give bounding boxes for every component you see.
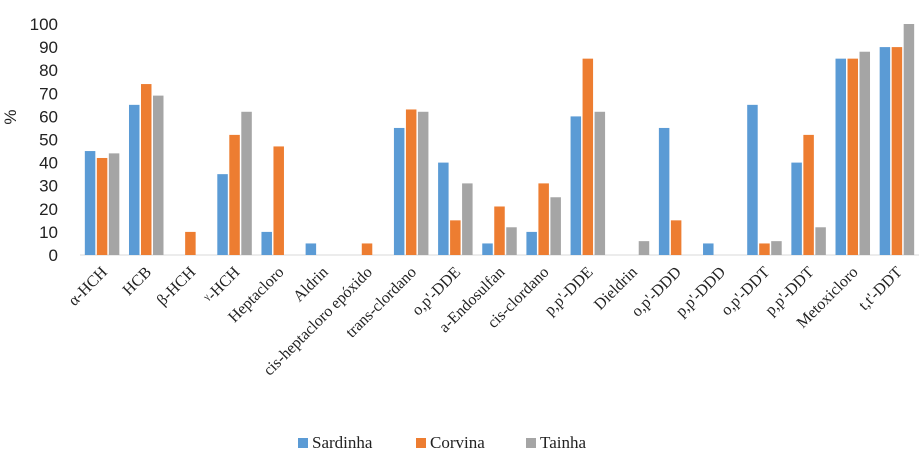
x-tick-label: p,p'-DDE xyxy=(541,264,596,319)
bar-sardinha-11 xyxy=(570,116,582,256)
bar-tainha-3 xyxy=(241,111,252,255)
legend: Sardinha Corvina Tainha xyxy=(298,433,586,452)
bar-sardinha-10 xyxy=(526,231,537,255)
bar-corvina-4 xyxy=(273,146,284,255)
bars-group xyxy=(84,24,915,256)
bar-corvina-9 xyxy=(494,206,505,255)
y-tick-label: 40 xyxy=(39,154,58,173)
legend-swatch-tainha xyxy=(526,438,536,448)
bar-sardinha-0 xyxy=(84,151,96,255)
bar-tainha-10 xyxy=(550,197,561,255)
legend-label-corvina: Corvina xyxy=(430,433,485,452)
x-tick-label: α-HCH xyxy=(65,263,111,309)
bar-corvina-13 xyxy=(670,220,682,255)
bar-corvina-2 xyxy=(185,231,196,255)
bar-tainha-16 xyxy=(815,227,826,255)
bar-sardinha-7 xyxy=(393,127,405,255)
bar-sardinha-8 xyxy=(438,162,449,255)
bar-corvina-17 xyxy=(847,58,859,256)
y-axis: 0 10 20 30 40 50 60 70 80 90 100 xyxy=(30,15,58,265)
y-tick-label: 90 xyxy=(39,38,58,57)
y-tick-label: 10 xyxy=(39,223,58,242)
x-tick-label: t,t'-DDT xyxy=(856,264,906,314)
legend-swatch-sardinha xyxy=(298,438,308,448)
y-tick-label: 80 xyxy=(39,61,58,80)
bar-sardinha-18 xyxy=(879,47,891,255)
y-axis-label: % xyxy=(1,109,20,124)
bar-tainha-12 xyxy=(638,241,650,255)
legend-label-tainha: Tainha xyxy=(540,433,586,452)
y-tick-label: 20 xyxy=(39,200,58,219)
bar-sardinha-5 xyxy=(305,243,317,255)
bar-sardinha-13 xyxy=(658,127,670,255)
bar-sardinha-1 xyxy=(128,104,140,255)
x-tick-label: ᵞ-HCH xyxy=(201,263,244,306)
y-tick-label: 30 xyxy=(39,177,58,196)
bar-sardinha-14 xyxy=(703,243,714,255)
x-tick-label: Aldrin xyxy=(290,264,332,306)
bar-sardinha-4 xyxy=(261,231,272,255)
bar-tainha-1 xyxy=(152,95,164,255)
bar-tainha-0 xyxy=(108,153,120,255)
bar-sardinha-16 xyxy=(791,162,802,255)
bar-sardinha-15 xyxy=(747,104,758,255)
bar-corvina-16 xyxy=(803,134,814,255)
bar-tainha-11 xyxy=(594,111,606,255)
bar-corvina-8 xyxy=(450,220,461,255)
bar-tainha-9 xyxy=(506,227,517,255)
bar-corvina-11 xyxy=(582,58,594,256)
x-tick-label: β-HCH xyxy=(154,263,200,309)
bar-sardinha-3 xyxy=(217,174,228,255)
bar-corvina-15 xyxy=(759,243,770,255)
y-tick-label: 0 xyxy=(49,246,58,265)
bar-corvina-7 xyxy=(405,109,417,255)
bar-tainha-17 xyxy=(859,51,871,255)
bar-sardinha-9 xyxy=(482,243,493,255)
legend-swatch-corvina xyxy=(416,438,426,448)
y-tick-label: 50 xyxy=(39,131,58,150)
bar-tainha-18 xyxy=(903,24,915,255)
y-tick-label: 60 xyxy=(39,107,58,126)
bar-corvina-10 xyxy=(538,183,549,255)
bar-corvina-1 xyxy=(140,84,152,255)
bar-corvina-18 xyxy=(891,47,903,255)
bar-corvina-0 xyxy=(96,157,108,255)
y-tick-label: 100 xyxy=(30,15,58,34)
x-tick-label: HCB xyxy=(120,264,155,299)
bar-corvina-6 xyxy=(361,243,373,255)
legend-label-sardinha: Sardinha xyxy=(312,433,373,452)
bar-tainha-15 xyxy=(771,241,782,255)
bar-tainha-8 xyxy=(462,183,473,255)
bar-sardinha-17 xyxy=(835,58,847,256)
bar-tainha-7 xyxy=(417,111,429,255)
y-tick-label: 70 xyxy=(39,84,58,103)
bar-corvina-3 xyxy=(229,134,240,255)
